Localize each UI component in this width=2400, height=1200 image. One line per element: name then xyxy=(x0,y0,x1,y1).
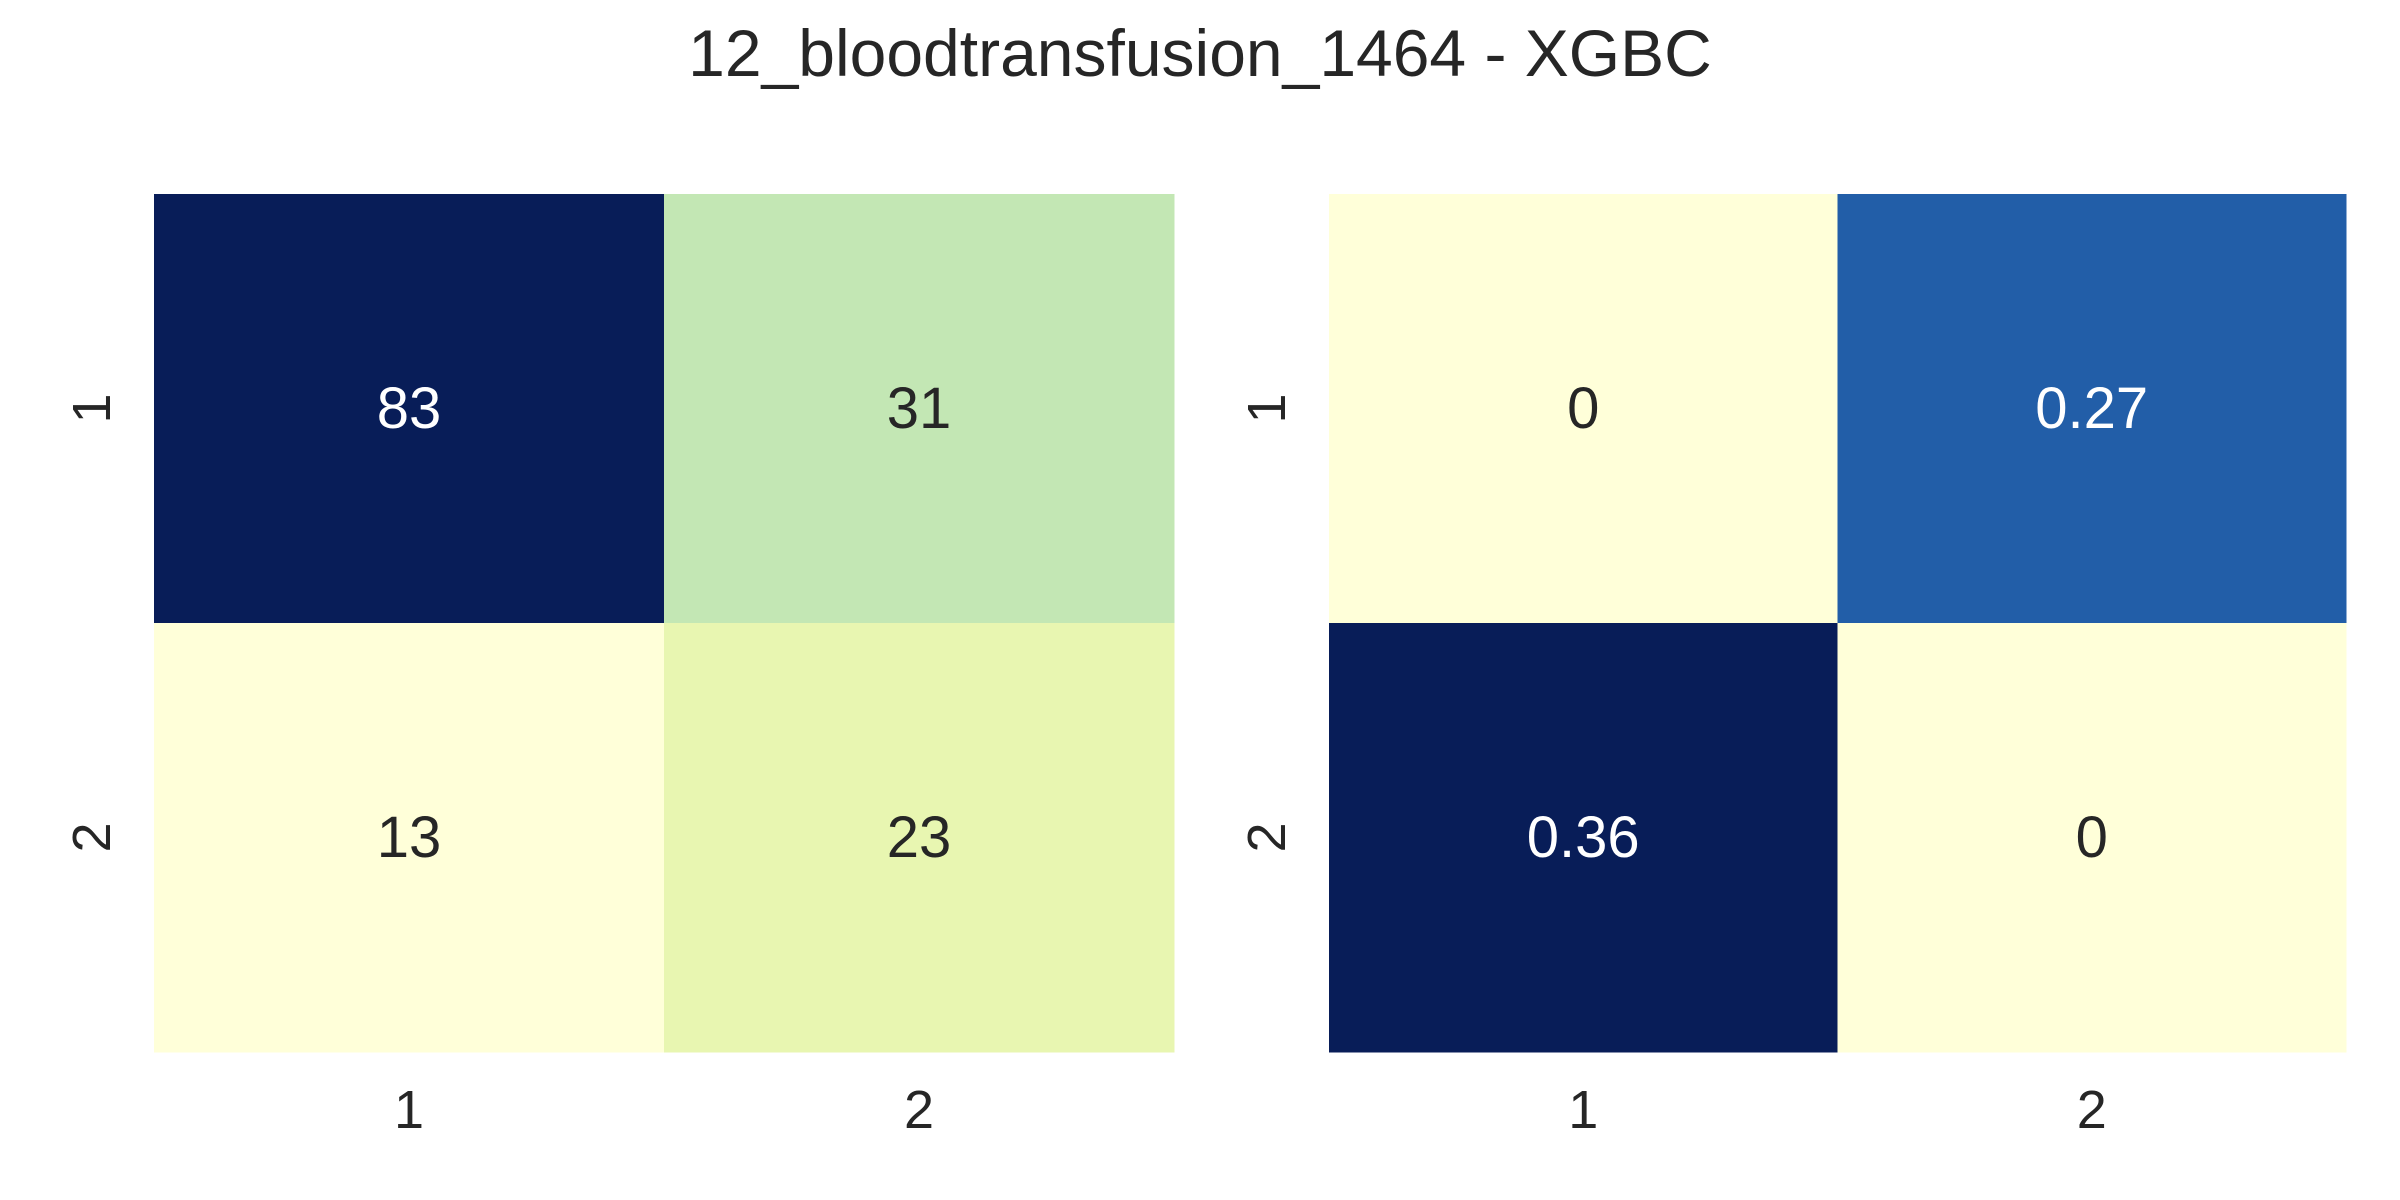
cell-value-label: 13 xyxy=(377,805,442,870)
y-tick-label: 1 xyxy=(62,393,122,423)
heatmap-cell-r2-c1 xyxy=(154,623,665,1053)
heatmap-panel-2: 0 0.27 0.36 0 1 2 1 2 xyxy=(1237,194,2347,1140)
y-tick-label: 2 xyxy=(1237,822,1297,852)
heatmap-cell-r1-c2 xyxy=(664,194,1175,624)
cell-value-label: 31 xyxy=(887,376,952,441)
cell-value-label: 23 xyxy=(887,805,952,870)
heatmap-cell-r2-c2 xyxy=(1837,623,2347,1053)
x-tick-label: 1 xyxy=(1568,1080,1598,1140)
heatmap-cell-r2-c2 xyxy=(664,623,1175,1053)
cell-value-label: 0.36 xyxy=(1527,805,1640,870)
heatmap-cell-r2-c1 xyxy=(1329,623,1838,1053)
cell-value-label: 0 xyxy=(1567,376,1599,441)
y-tick-label: 1 xyxy=(1237,393,1297,423)
x-tick-label: 1 xyxy=(394,1080,424,1140)
heatmap-cell-r1-c1 xyxy=(1329,194,1838,624)
heatmap-cell-r1-c1 xyxy=(154,194,665,624)
x-tick-label: 2 xyxy=(2077,1080,2107,1140)
x-tick-label: 2 xyxy=(904,1080,934,1140)
heatmap-cell-r1-c2 xyxy=(1837,194,2347,624)
cell-value-label: 83 xyxy=(377,376,442,441)
cell-value-label: 0.27 xyxy=(2035,376,2148,441)
y-tick-label: 2 xyxy=(62,822,122,852)
chart-title: 12_bloodtransfusion_1464 - XGBC xyxy=(688,16,1712,90)
cell-value-label: 0 xyxy=(2076,805,2108,870)
